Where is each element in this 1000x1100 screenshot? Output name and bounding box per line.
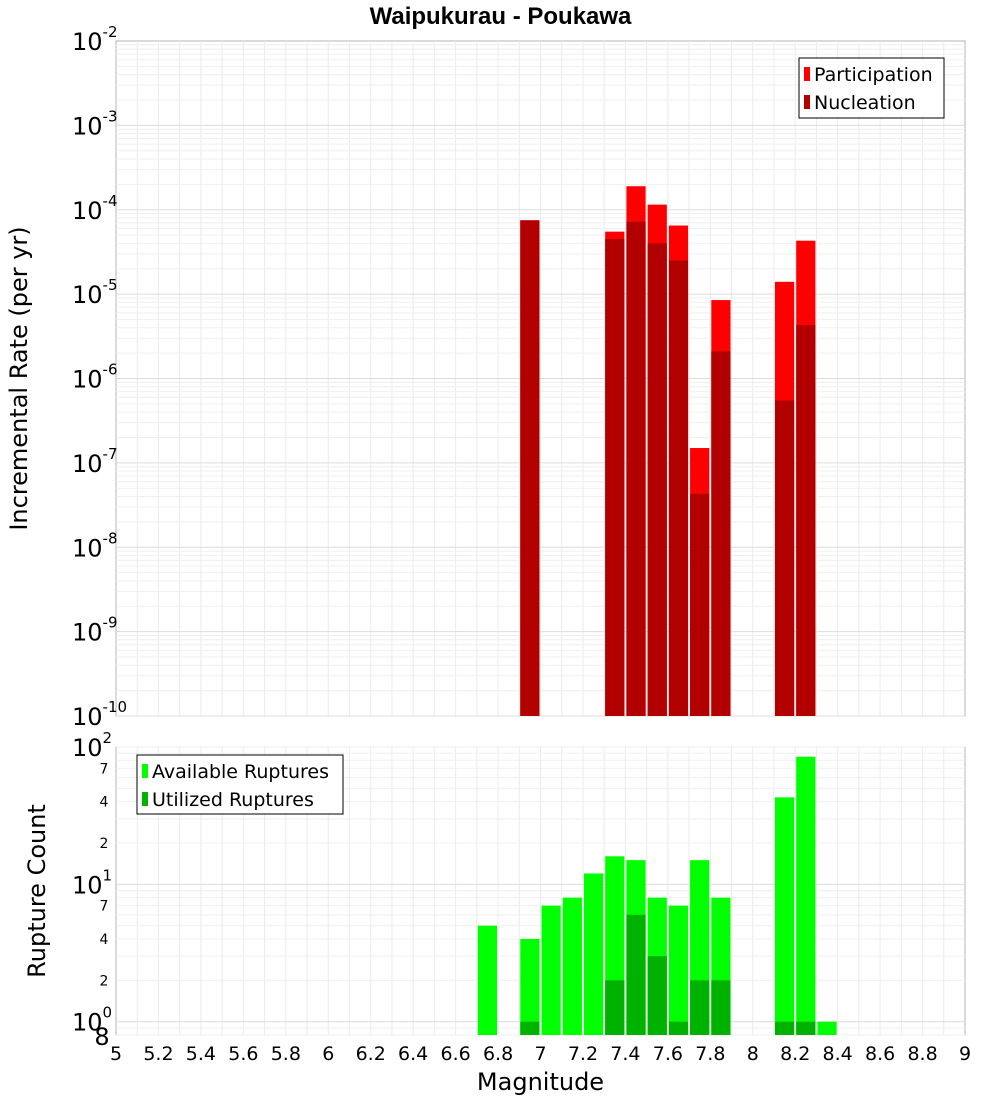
y-minor-tick-label: 2 bbox=[100, 973, 109, 989]
x-tick-label: 6.4 bbox=[398, 1043, 428, 1065]
utilized-ruptures-bar bbox=[520, 1021, 540, 1035]
y-minor-tick-label: 2 bbox=[100, 836, 109, 852]
x-axis-label: Magnitude bbox=[477, 1068, 604, 1096]
utilized-ruptures-bar bbox=[605, 980, 625, 1035]
y-tick-label: 10-7 bbox=[72, 445, 118, 478]
nucleation-bar bbox=[647, 243, 667, 717]
y-tick-label: 102 bbox=[72, 729, 112, 762]
nucleation-bar bbox=[605, 239, 625, 716]
x-tick-label: 8.8 bbox=[907, 1043, 937, 1065]
top-y-tick-labels: 10-10 10-9 10-8 10-7 10-6 10-5 10-4 10-3 10-2 bbox=[72, 23, 127, 731]
top-grid bbox=[116, 41, 965, 717]
y-tick-label: 10-2 bbox=[72, 23, 118, 56]
y-tick-label: 10-5 bbox=[72, 276, 118, 309]
y-tick-label: 10-3 bbox=[72, 107, 118, 140]
x-tick-label: 6.2 bbox=[356, 1043, 386, 1065]
nucleation-bar bbox=[690, 493, 710, 716]
bottom-legend: Available Ruptures Utilized Ruptures bbox=[136, 754, 344, 815]
x-tick-label: 5.8 bbox=[271, 1043, 301, 1065]
x-tick-label: 7.8 bbox=[695, 1043, 725, 1065]
x-tick-label: 5.2 bbox=[143, 1043, 173, 1065]
rupture-count-plot: 100 101 102 8 2 4 7 2 4 7 5 5.2 5.4 5.6 5.8 6 6.2 6.4 6.6… bbox=[23, 729, 971, 1096]
bottom-y-axis-label: Rupture Count bbox=[23, 804, 51, 978]
incremental-rate-plot: 10-10 10-9 10-8 10-7 10-6 10-5 10-4 10-3 10-2 Wa… bbox=[5, 3, 966, 731]
available-ruptures-bar bbox=[668, 905, 689, 1035]
y-minor-tick-label: 7 bbox=[100, 899, 109, 915]
legend-label: Available Ruptures bbox=[152, 761, 329, 783]
x-tick-label: 7 bbox=[534, 1043, 546, 1065]
top-legend: Participation Nucleation bbox=[798, 57, 945, 119]
legend-label: Participation bbox=[814, 64, 933, 86]
x-tick-label: 5 bbox=[110, 1043, 122, 1065]
utilized-ruptures-bar bbox=[668, 1021, 689, 1035]
legend-swatch bbox=[804, 95, 810, 109]
legend-swatch bbox=[142, 764, 148, 778]
nucleation-bar bbox=[711, 351, 731, 716]
x-tick-label: 5.6 bbox=[228, 1043, 258, 1065]
x-tick-label: 8 bbox=[747, 1043, 759, 1065]
x-tick-label: 8.6 bbox=[865, 1043, 895, 1065]
x-tick-label: 7.6 bbox=[653, 1043, 683, 1065]
y-tick-label: 10-4 bbox=[72, 192, 118, 225]
bottom-y-tick-labels: 100 101 102 8 2 4 7 2 4 7 bbox=[72, 729, 112, 1051]
nucleation-bar bbox=[626, 221, 646, 716]
nucleation-bar bbox=[796, 325, 816, 716]
x-tick-label: 7.4 bbox=[610, 1043, 640, 1065]
nucleation-bar bbox=[774, 400, 795, 716]
x-tick-label: 6.8 bbox=[483, 1043, 513, 1065]
x-tick-label: 8.2 bbox=[780, 1043, 810, 1065]
y-minor-tick-label: 7 bbox=[100, 761, 109, 777]
utilized-ruptures-bar bbox=[626, 914, 646, 1035]
x-tick-label: 7.2 bbox=[568, 1043, 598, 1065]
y-tick-label: 100 bbox=[72, 1004, 112, 1037]
utilized-ruptures-bar bbox=[796, 1021, 816, 1035]
legend-swatch bbox=[142, 792, 148, 806]
legend-label: Nucleation bbox=[814, 92, 916, 114]
top-bars bbox=[520, 186, 816, 717]
legend-swatch bbox=[804, 67, 810, 81]
chart-title: Waipukurau - Poukawa bbox=[370, 3, 632, 30]
utilized-ruptures-bar bbox=[690, 980, 710, 1035]
y-tick-label: 101 bbox=[72, 866, 112, 899]
available-ruptures-bar bbox=[583, 873, 604, 1035]
top-y-axis-label: Incremental Rate (per yr) bbox=[5, 226, 33, 530]
legend-box bbox=[136, 754, 344, 815]
utilized-ruptures-bar bbox=[647, 956, 667, 1035]
y-tick-label: 10-8 bbox=[72, 529, 118, 562]
y-minor-tick-label: 4 bbox=[100, 932, 109, 948]
y-tick-label: 10-9 bbox=[72, 614, 118, 647]
y-minor-tick-label: 8 bbox=[94, 1023, 109, 1051]
x-tick-label: 6.6 bbox=[440, 1043, 470, 1065]
y-minor-tick-label: 4 bbox=[100, 795, 109, 811]
available-ruptures-bar bbox=[817, 1021, 837, 1035]
available-ruptures-bar bbox=[562, 897, 582, 1035]
utilized-ruptures-bar bbox=[711, 980, 731, 1035]
x-tick-label: 9 bbox=[959, 1043, 971, 1065]
available-ruptures-bar bbox=[541, 905, 561, 1035]
available-ruptures-bar bbox=[774, 797, 795, 1035]
available-ruptures-bar bbox=[477, 925, 498, 1035]
available-ruptures-bar bbox=[796, 756, 816, 1035]
y-tick-label: 10-6 bbox=[72, 361, 118, 394]
x-tick-label: 6 bbox=[322, 1043, 334, 1065]
nucleation-bar bbox=[520, 220, 540, 717]
bottom-bars bbox=[477, 756, 837, 1035]
legend-box bbox=[798, 57, 945, 119]
x-tick-label: 5.4 bbox=[186, 1043, 216, 1065]
available-ruptures-bar bbox=[520, 939, 540, 1035]
y-tick-label: 10-10 bbox=[72, 698, 127, 731]
legend-label: Utilized Ruptures bbox=[152, 789, 314, 811]
x-tick-labels: 5 5.2 5.4 5.6 5.8 6 6.2 6.4 6.6 6.8 7 7.2 7.4 7.6 7.8 8… bbox=[110, 1043, 971, 1065]
utilized-ruptures-bar bbox=[774, 1021, 795, 1035]
x-tick-label: 8.4 bbox=[823, 1043, 853, 1065]
nucleation-bar bbox=[668, 260, 689, 716]
